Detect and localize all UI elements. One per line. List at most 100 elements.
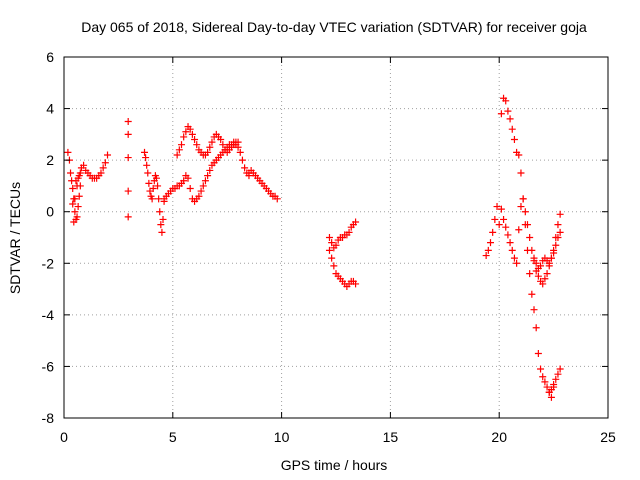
data-point [541,378,549,386]
data-point [143,161,151,169]
data-point [547,254,555,262]
data-point [500,215,508,223]
data-point [510,254,518,262]
y-tick-label: -8 [42,410,55,426]
plot-frame [63,56,609,419]
y-axis-label: SDTVAR / TECUs [7,182,23,294]
data-point [556,228,564,236]
data-point [532,259,540,267]
data-point [352,280,360,288]
data-point [159,215,167,223]
data-point [236,148,244,156]
data-point [489,228,497,236]
y-tick-label: -2 [42,255,55,271]
data-point [76,182,84,190]
x-tick-label: 0 [60,429,68,445]
x-tick-label: 20 [491,429,507,445]
data-point [73,213,81,221]
tick-labels: 0 5 10 15 20 25 -8 -6 -4 -2 0 2 4 6 [42,49,616,445]
data-point [184,174,192,182]
data-point [217,136,225,144]
data-point [152,174,160,182]
data-point [148,195,156,203]
data-point [199,182,207,190]
data-point [175,146,183,154]
data-point [186,185,194,193]
data-point [219,141,227,149]
data-point [178,141,186,149]
data-point [495,221,503,229]
data-point [491,215,499,223]
data-point [506,115,514,123]
data-point [554,370,562,378]
data-point [482,252,490,260]
data-point [526,270,534,278]
x-tick-label: 25 [600,429,616,445]
data-points [64,94,564,401]
data-point [173,151,181,159]
y-tick-label: -6 [42,358,55,374]
data-point [537,262,545,270]
data-point [513,259,521,267]
data-point [552,375,560,383]
data-point [517,203,525,211]
data-point [486,239,494,247]
y-tick-label: 4 [46,101,54,117]
data-point [64,148,72,156]
data-point [154,182,162,190]
data-point [204,172,212,180]
data-point [547,386,555,394]
data-point [545,259,553,267]
data-point [204,148,212,156]
data-point [526,234,534,241]
y-tick-label: 2 [46,152,54,168]
data-point [156,208,164,216]
data-point [201,177,209,185]
data-point [547,393,555,401]
data-point [206,166,214,174]
data-point [517,169,525,177]
data-point [74,203,82,211]
data-point [157,221,165,229]
data-point [142,154,150,162]
data-point [532,324,540,332]
data-point [158,228,166,236]
data-point [206,143,214,151]
data-point [554,234,562,241]
data-point [493,203,501,211]
data-point [534,272,542,280]
data-point [504,107,512,115]
data-point [539,373,547,381]
data-point [537,365,545,373]
data-point [502,97,510,105]
data-point [182,128,190,136]
data-point [71,208,79,216]
data-point [149,185,157,193]
data-point [124,213,132,221]
data-point [141,148,149,156]
data-point [345,228,353,236]
data-point [208,138,216,146]
data-point [241,164,249,172]
data-point [97,169,105,177]
data-point [144,169,152,177]
x-axis-label: GPS time / hours [281,457,388,473]
data-point [530,306,538,314]
data-point [273,195,281,203]
data-point [145,179,153,187]
data-point [70,195,78,203]
data-point [328,239,336,247]
y-tick-label: 6 [46,49,54,65]
data-point [325,246,333,254]
data-point [195,192,203,200]
data-point [497,110,505,118]
data-point [69,185,77,193]
data-point [238,156,246,164]
data-point [506,239,514,247]
data-point [80,161,88,169]
y-tick-label: 0 [46,204,54,220]
data-point [193,141,201,149]
data-point [352,218,360,226]
data-point [534,350,542,358]
